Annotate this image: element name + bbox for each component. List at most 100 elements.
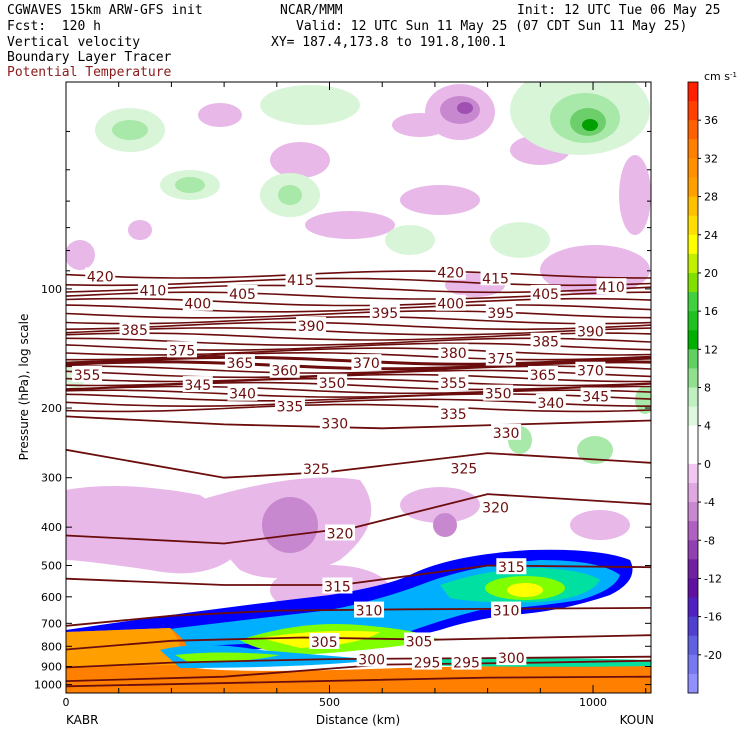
colorbar-swatch (688, 387, 698, 408)
y-tick-label: 200 (41, 402, 62, 415)
theta-label-background (435, 263, 466, 280)
y-tick-label: 300 (41, 472, 62, 485)
theta-label: 345 (184, 378, 211, 394)
theta-label: 375 (169, 343, 196, 359)
theta-label-background (412, 653, 443, 670)
colorbar-swatch (688, 196, 698, 217)
theta-label-background (269, 361, 300, 378)
theta-label: 340 (229, 387, 256, 403)
theta-label-background (530, 332, 561, 349)
theta-contour-line (66, 389, 651, 398)
theta-labels: 420 410 400 405 415 390 385 375 365 360 355 350 345 3… (72, 263, 627, 672)
theta-label: 400 (184, 297, 211, 313)
colorbar-swatch (688, 654, 698, 675)
colorbar-tick-label: -12 (704, 572, 722, 585)
header-line1-right: Init: 12 UTC Tue 06 May 25 (517, 3, 721, 18)
colorbar-unit-exponent: -1 (730, 71, 737, 79)
colorbar-swatch (688, 330, 698, 350)
theta-label-background (322, 577, 353, 594)
y-axis-label: Pressure (hPa), log scale (17, 314, 31, 461)
theta-label-background (137, 281, 168, 298)
x-axis-label: Distance (km) (316, 713, 400, 727)
theta-label: 410 (140, 284, 167, 300)
colorbar-swatch (688, 444, 698, 465)
theta-label: 355 (440, 376, 467, 392)
theta-label-background (480, 269, 511, 286)
theta-contour-line (66, 321, 651, 331)
colorbar-unit-text: cm s (704, 70, 730, 83)
colorbar-swatch (688, 101, 698, 121)
theta-contour-line (66, 415, 651, 430)
theta-contour-line (66, 327, 651, 336)
theta-contour-line (66, 347, 651, 356)
colorbar-tick-label: 20 (704, 267, 718, 280)
colorbar-swatch (688, 215, 698, 236)
theta-label-background (227, 284, 258, 301)
theta-contour-line (66, 316, 651, 325)
y-tick-label: 900 (41, 661, 62, 674)
theta-label-background (356, 650, 387, 667)
theta-label: 310 (356, 604, 383, 620)
theta-label: 405 (229, 287, 256, 303)
x-tick-label: 0 (63, 696, 70, 709)
colorbar-swatch (688, 559, 698, 579)
theta-label-background (319, 414, 350, 431)
colorbar-swatch (688, 368, 698, 388)
header-line1-center: NCAR/MMM (280, 3, 343, 18)
colorbar-swatch (688, 502, 698, 522)
theta-label: 420 (437, 266, 464, 282)
theta-label: 305 (311, 635, 338, 651)
y-tick-label: 600 (41, 591, 62, 604)
theta-label: 335 (277, 399, 304, 415)
theta-label-background (491, 423, 522, 440)
theta-label: 365 (530, 368, 557, 384)
theta-label: 300 (498, 651, 525, 667)
theta-label: 350 (319, 376, 346, 392)
header-line5-left: Potential Temperature (7, 65, 172, 80)
theta-label: 295 (453, 656, 480, 672)
theta-label: 305 (406, 634, 433, 650)
colorbar-swatch (688, 635, 698, 656)
theta-label-background (351, 354, 382, 371)
colorbar-swatch (688, 425, 698, 446)
y-tick-label: 700 (41, 617, 62, 630)
theta-label: 345 (582, 389, 609, 405)
theta-label: 330 (493, 426, 520, 442)
theta-label-background (575, 361, 606, 378)
header-line2-left: Fcst: 120 h (7, 19, 101, 34)
y-tick-label: 100 (41, 283, 62, 296)
colorbar-swatch (688, 463, 698, 484)
theta-label: 395 (487, 306, 514, 322)
theta-label-background (296, 316, 327, 333)
theta-label: 415 (482, 271, 509, 287)
theta-label-background (448, 459, 479, 476)
theta-label: 395 (371, 306, 398, 322)
theta-label-background (480, 498, 511, 515)
theta-label: 325 (303, 462, 330, 478)
colorbar-swatch (688, 158, 698, 178)
theta-contour-line (66, 607, 651, 627)
colorbar-swatch (688, 540, 698, 560)
colorbar-tick-label: -4 (704, 496, 715, 509)
theta-label: 405 (532, 287, 559, 303)
theta-label-background (274, 397, 305, 414)
theta-label-background (317, 374, 348, 391)
theta-label: 355 (74, 368, 101, 384)
theta-contour-line (66, 403, 651, 413)
theta-label-background (224, 354, 255, 371)
theta-label-background (285, 271, 316, 288)
theta-contour-line (66, 675, 651, 688)
colorbar-swatch (688, 311, 698, 331)
theta-contour-line (66, 493, 651, 545)
theta-label: 315 (498, 560, 525, 576)
theta-label: 385 (532, 335, 559, 351)
theta-label-background (182, 294, 213, 311)
theta-label-background (404, 632, 435, 649)
colorbar-swatch (688, 673, 698, 694)
colorbar-swatch (688, 292, 698, 312)
theta-label: 410 (598, 280, 625, 296)
header-line1-left: CGWAVES 15km ARW-GFS init (7, 3, 203, 18)
theta-label: 415 (287, 273, 314, 289)
